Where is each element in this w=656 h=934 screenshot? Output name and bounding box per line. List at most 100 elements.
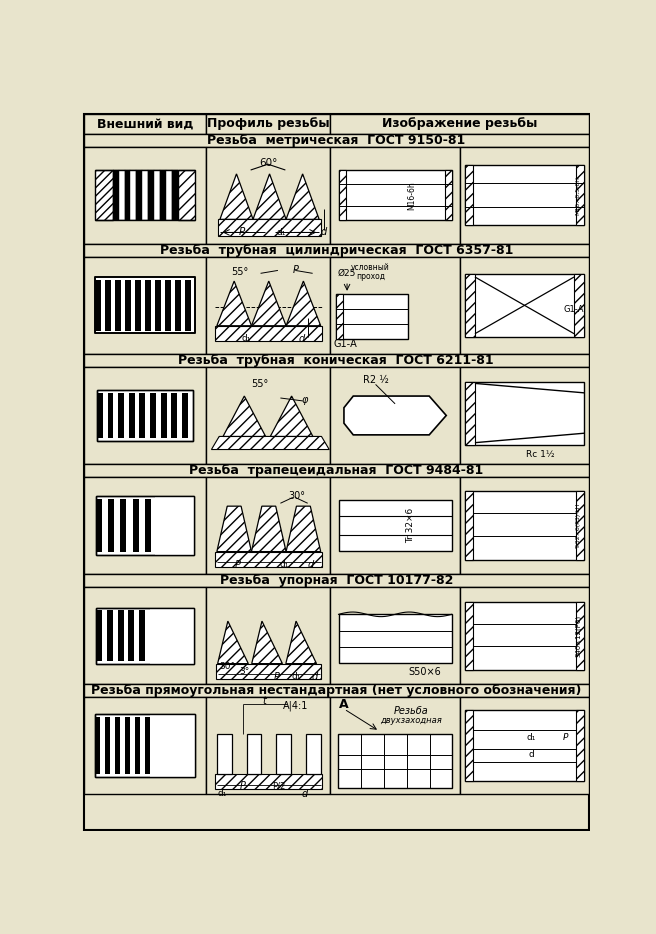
Polygon shape bbox=[223, 396, 266, 436]
Bar bbox=[276, 734, 291, 773]
Bar bbox=[465, 381, 475, 445]
Text: P: P bbox=[240, 781, 246, 791]
Text: М16-6h: М16-6h bbox=[407, 181, 417, 209]
Bar bbox=[461, 147, 589, 244]
Text: A|4:1: A|4:1 bbox=[283, 700, 308, 712]
Bar bbox=[338, 170, 346, 220]
Bar bbox=[83, 257, 206, 354]
Bar bbox=[165, 280, 171, 331]
Bar bbox=[129, 393, 134, 438]
Bar bbox=[108, 500, 114, 552]
Bar bbox=[104, 717, 110, 774]
Bar bbox=[172, 610, 178, 661]
Text: G1-А: G1-А bbox=[563, 304, 584, 314]
Bar bbox=[94, 717, 100, 774]
Bar bbox=[215, 773, 322, 789]
Bar bbox=[577, 490, 584, 560]
Bar bbox=[136, 170, 142, 220]
Text: двухзаходная: двухзаходная bbox=[380, 716, 441, 725]
Text: Изображение резьбы: Изображение резьбы bbox=[382, 117, 537, 130]
Bar bbox=[155, 280, 161, 331]
Bar bbox=[337, 293, 343, 339]
Bar bbox=[169, 500, 175, 552]
Text: 3°: 3° bbox=[239, 667, 249, 676]
Bar bbox=[206, 587, 330, 685]
Bar bbox=[577, 711, 584, 781]
Bar bbox=[577, 165, 584, 225]
Bar bbox=[217, 734, 232, 773]
Bar bbox=[215, 552, 322, 567]
Bar bbox=[108, 393, 113, 438]
Bar bbox=[140, 393, 146, 438]
Bar bbox=[96, 610, 102, 661]
Bar bbox=[465, 381, 584, 445]
Polygon shape bbox=[218, 621, 249, 664]
Text: Резьба  трубная  цилиндрическая  ГОСТ 6357-81: Резьба трубная цилиндрическая ГОСТ 6357-… bbox=[159, 244, 513, 257]
Bar bbox=[83, 587, 206, 685]
Text: Резьба: Резьба bbox=[394, 706, 428, 715]
Bar bbox=[120, 500, 127, 552]
Bar bbox=[215, 326, 322, 341]
Bar bbox=[125, 280, 131, 331]
Text: P: P bbox=[239, 227, 245, 237]
Text: R2 ½: R2 ½ bbox=[363, 375, 388, 385]
Bar bbox=[83, 114, 206, 134]
Text: Ø25: Ø25 bbox=[338, 269, 356, 277]
Bar bbox=[182, 500, 188, 552]
Text: Rc 1½: Rc 1½ bbox=[525, 450, 554, 459]
Bar bbox=[465, 165, 584, 225]
Bar bbox=[148, 170, 154, 220]
Bar bbox=[83, 147, 206, 244]
Bar bbox=[94, 280, 100, 331]
Bar bbox=[217, 734, 232, 773]
Bar bbox=[118, 393, 124, 438]
Bar bbox=[172, 170, 178, 220]
Text: P: P bbox=[274, 672, 280, 682]
Bar bbox=[218, 219, 321, 236]
Bar bbox=[83, 464, 589, 477]
Bar bbox=[175, 280, 181, 331]
Polygon shape bbox=[270, 396, 313, 436]
Bar bbox=[465, 274, 475, 337]
Bar bbox=[461, 698, 589, 794]
Bar bbox=[129, 610, 134, 661]
Bar bbox=[94, 277, 195, 333]
Text: S50×6: S50×6 bbox=[409, 667, 441, 676]
Bar bbox=[171, 393, 177, 438]
Text: d: d bbox=[528, 750, 534, 758]
Bar bbox=[83, 244, 589, 257]
Text: d₁: d₁ bbox=[217, 789, 227, 799]
Text: 55°: 55° bbox=[251, 379, 268, 389]
Text: Резьба  упорная  ГОСТ 10177-82: Резьба упорная ГОСТ 10177-82 bbox=[220, 574, 453, 587]
Bar bbox=[206, 698, 330, 794]
Bar bbox=[178, 170, 195, 220]
Polygon shape bbox=[251, 506, 286, 552]
Text: P: P bbox=[235, 559, 241, 570]
Bar bbox=[465, 711, 472, 781]
Bar bbox=[125, 717, 130, 774]
Bar bbox=[330, 367, 461, 464]
Polygon shape bbox=[211, 436, 329, 449]
Polygon shape bbox=[220, 174, 253, 219]
Text: S40×12(Р6): S40×12(Р6) bbox=[575, 615, 581, 657]
Bar bbox=[175, 717, 180, 774]
Bar bbox=[461, 477, 589, 574]
Text: G1-А: G1-А bbox=[334, 339, 358, 349]
Bar bbox=[445, 170, 452, 220]
Polygon shape bbox=[252, 621, 283, 664]
Bar bbox=[83, 367, 206, 464]
Bar bbox=[161, 610, 167, 661]
Bar bbox=[119, 170, 125, 220]
Bar bbox=[83, 134, 589, 147]
Text: Резьба прямоугольная нестандартная (нет условного обозначения): Резьба прямоугольная нестандартная (нет … bbox=[91, 685, 581, 698]
Text: φ: φ bbox=[302, 395, 308, 405]
Bar bbox=[115, 717, 119, 774]
Bar bbox=[139, 610, 146, 661]
Bar bbox=[185, 717, 190, 774]
Bar bbox=[330, 257, 461, 354]
Bar bbox=[83, 685, 589, 698]
Bar bbox=[461, 587, 589, 685]
Bar bbox=[182, 393, 188, 438]
Bar bbox=[155, 497, 194, 555]
Bar bbox=[113, 170, 119, 220]
